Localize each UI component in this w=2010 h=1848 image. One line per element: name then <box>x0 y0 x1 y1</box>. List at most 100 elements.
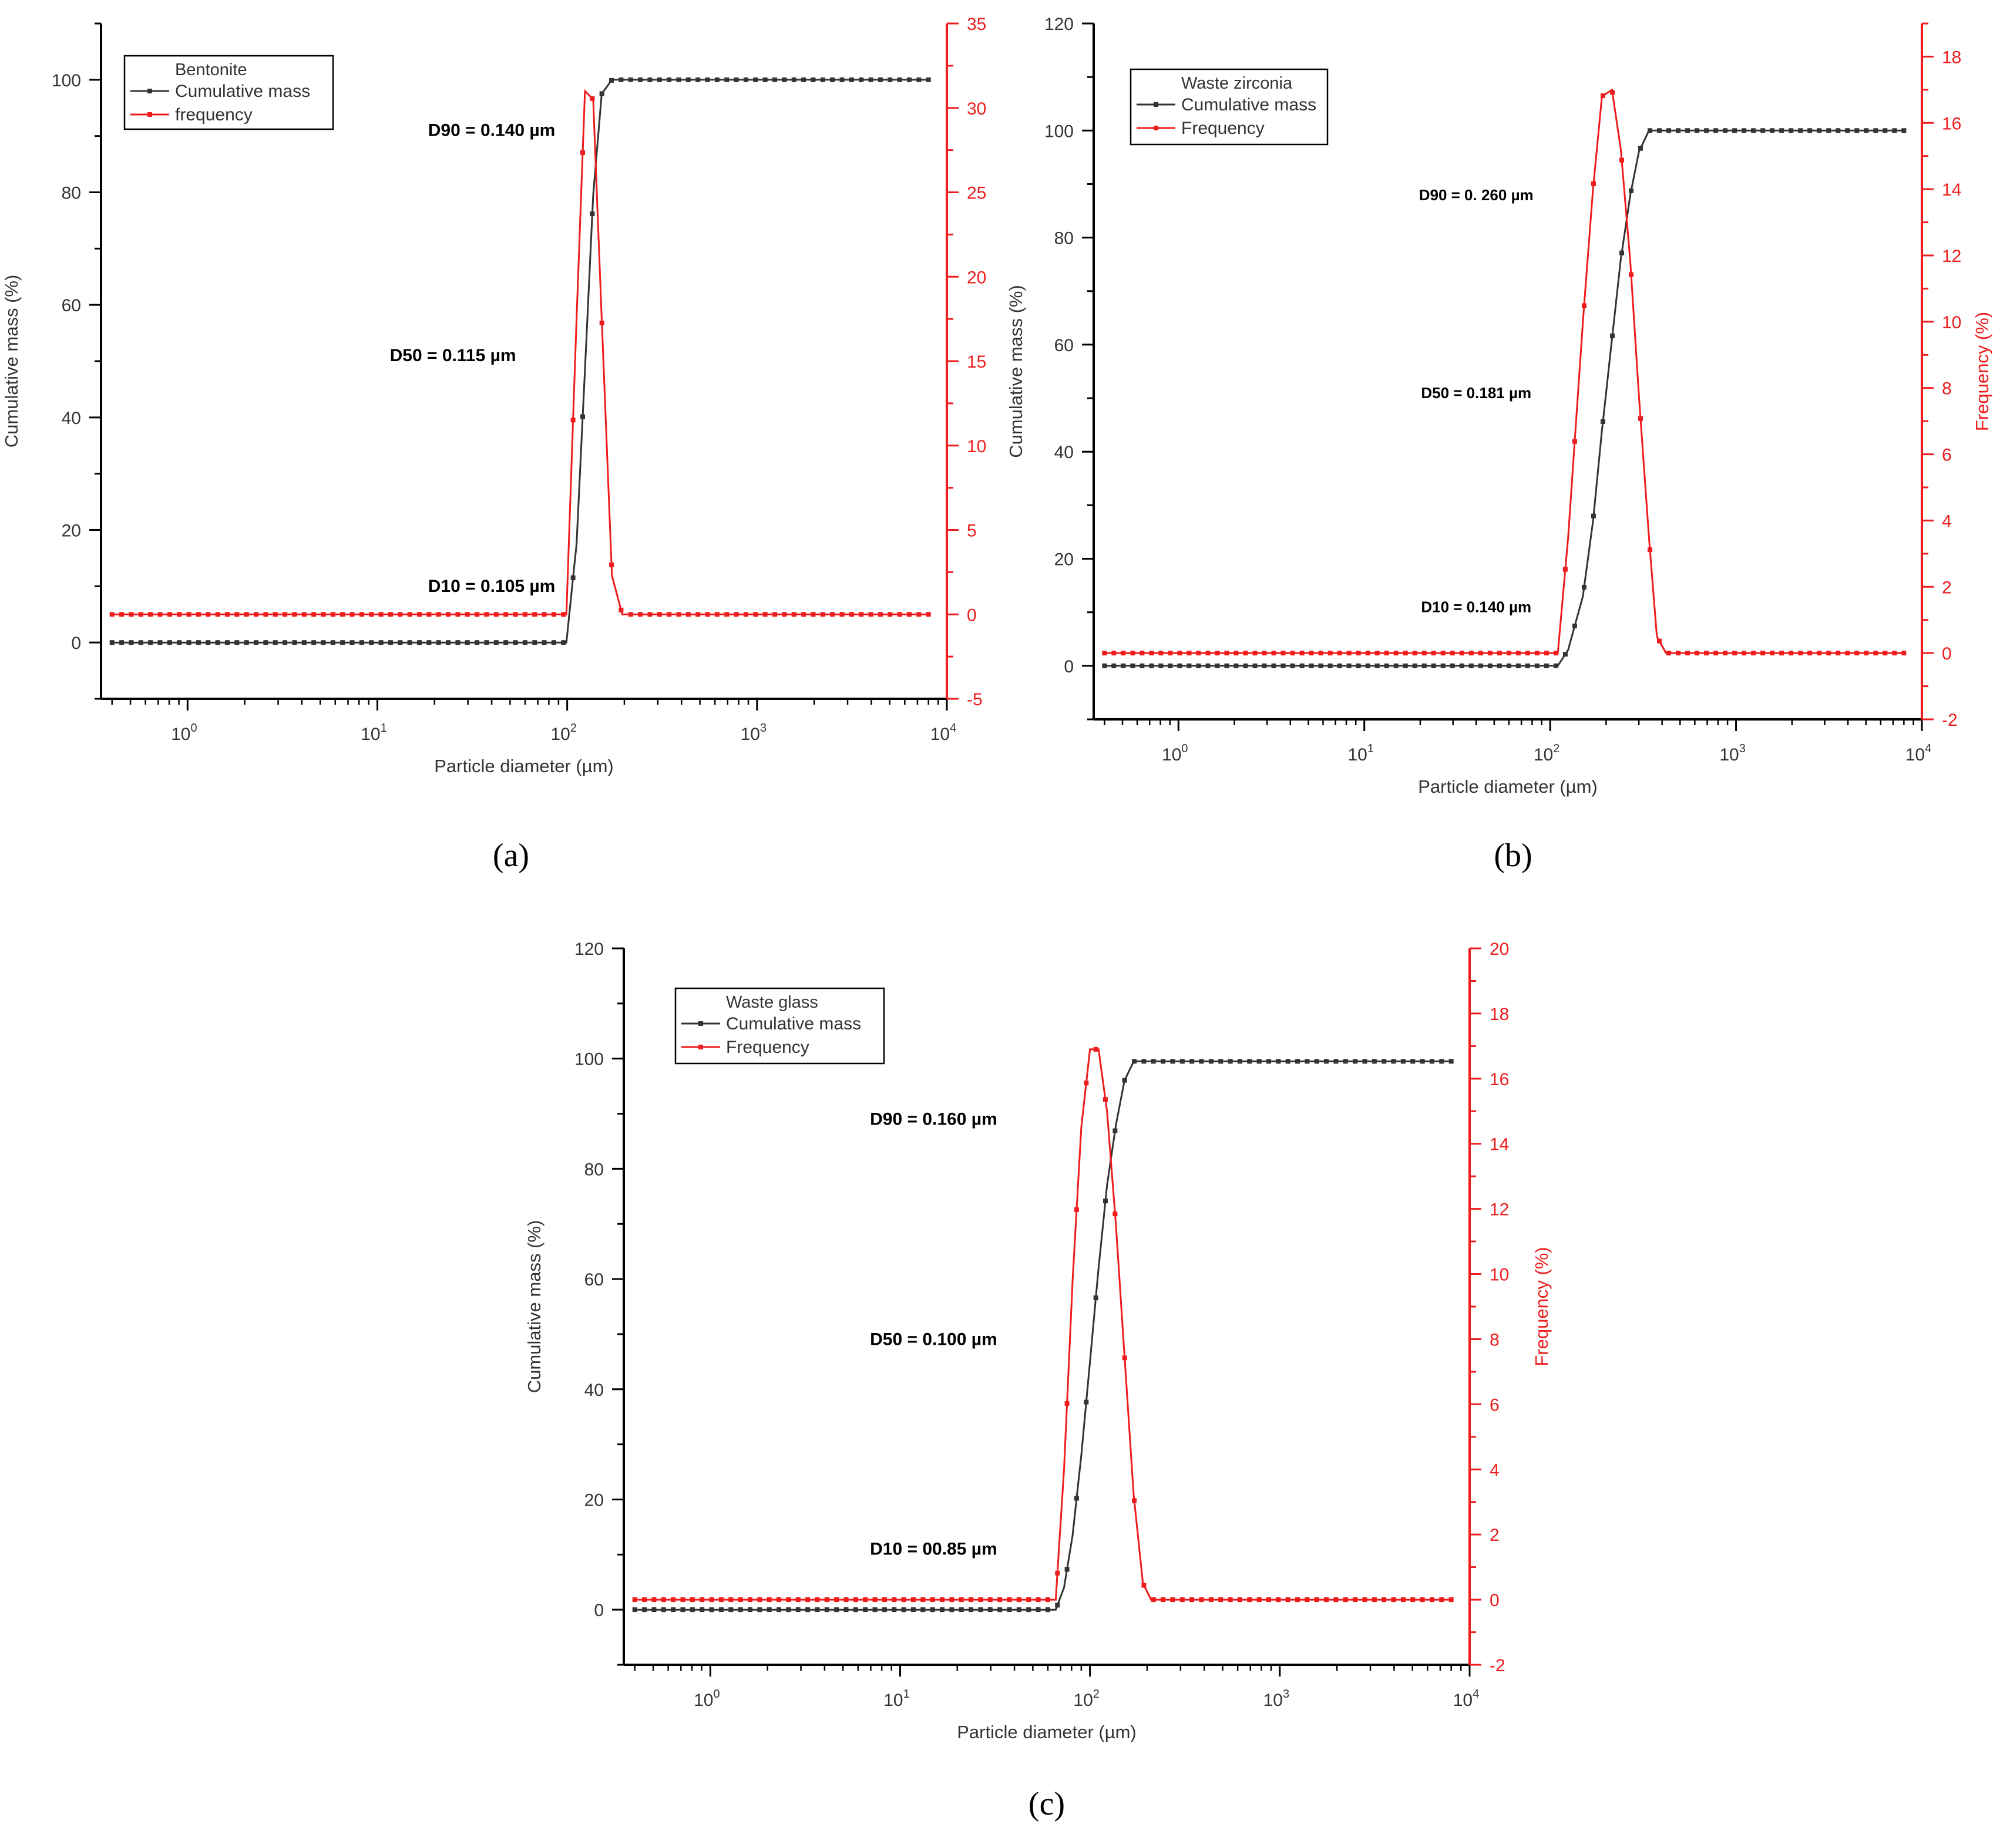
data-point <box>647 77 653 82</box>
data-point <box>1161 1059 1166 1064</box>
data-point <box>1290 651 1295 656</box>
data-point <box>1817 128 1822 133</box>
data-point <box>906 612 912 617</box>
data-point <box>728 1607 734 1613</box>
data-point <box>1353 1597 1358 1603</box>
data-point <box>1497 663 1502 668</box>
series-frequency <box>109 89 931 617</box>
data-point <box>1534 663 1540 668</box>
data-point <box>843 1597 849 1603</box>
legend-box <box>1130 68 1329 146</box>
annotation-label: D10 = 00.85 µm <box>870 1539 997 1558</box>
data-point <box>1459 663 1464 668</box>
data-point <box>1026 1607 1031 1613</box>
data-point <box>1026 1597 1031 1603</box>
data-point <box>1431 663 1436 668</box>
data-point <box>532 612 537 617</box>
annotation-label: D50 = 0.181 µm <box>1421 384 1531 402</box>
data-point <box>1431 651 1436 656</box>
y2-axis-label: Frequency (%) <box>1972 312 1992 431</box>
y-tick-label: 100 <box>574 1050 604 1069</box>
data-point <box>224 612 230 617</box>
y2-tick-label: 12 <box>1942 247 1961 266</box>
x-tick-label: 103 <box>741 722 767 744</box>
data-point <box>1403 651 1408 656</box>
figure-caption: (c) <box>1028 1786 1065 1822</box>
data-point <box>868 612 873 617</box>
y2-tick-label: 12 <box>1490 1200 1509 1220</box>
data-point <box>661 1597 666 1603</box>
data-point <box>930 1597 935 1603</box>
data-point <box>1280 651 1286 656</box>
data-point <box>1525 651 1530 656</box>
data-point <box>1421 663 1427 668</box>
data-point <box>969 1597 974 1603</box>
data-point <box>129 640 134 645</box>
y-tick-label: 40 <box>1054 443 1074 462</box>
data-point <box>138 640 143 645</box>
data-point <box>1572 439 1577 444</box>
x-tick-label: 104 <box>930 722 957 744</box>
annotation-label: D90 = 0. 260 µm <box>1419 186 1534 204</box>
data-point <box>910 1607 916 1613</box>
y2-tick-label: 14 <box>1942 180 1961 200</box>
data-point <box>676 77 681 82</box>
legend: Bentonite Cumulative mass frequency <box>123 55 334 130</box>
x-axis-label: Particle diameter (µm) <box>957 1722 1137 1742</box>
data-point <box>1327 663 1333 668</box>
data-point <box>1374 651 1380 656</box>
data-point <box>311 640 317 645</box>
data-point <box>1305 1597 1310 1603</box>
y2-tick-label: 16 <box>1490 1070 1509 1089</box>
data-point <box>1158 651 1164 656</box>
data-point <box>1892 651 1897 656</box>
data-point <box>849 77 854 82</box>
data-point <box>1346 651 1352 656</box>
data-point <box>791 77 796 82</box>
data-point <box>849 612 854 617</box>
data-point <box>700 1607 705 1613</box>
y2-tick-label: 18 <box>1490 1005 1509 1024</box>
data-point <box>1208 1059 1214 1064</box>
data-point <box>1393 663 1399 668</box>
data-point <box>196 612 201 617</box>
data-point <box>1901 651 1907 656</box>
legend-swatch-marker <box>1154 126 1158 130</box>
legend-swatch-marker <box>698 1045 703 1049</box>
data-point <box>263 612 268 617</box>
legend-title: Waste zirconia <box>1181 74 1293 93</box>
data-point <box>1093 1046 1098 1052</box>
data-point <box>1468 663 1474 668</box>
data-point <box>330 612 335 617</box>
data-point <box>254 640 259 645</box>
data-point <box>1189 1059 1195 1064</box>
data-point <box>1742 651 1747 656</box>
y-tick-label: 60 <box>584 1270 604 1290</box>
data-point <box>177 640 182 645</box>
data-point <box>1789 128 1794 133</box>
data-point <box>1103 1199 1108 1204</box>
series-frequency <box>1102 88 1907 656</box>
y2-tick-label: 18 <box>1942 48 1961 67</box>
data-point <box>949 1597 954 1603</box>
data-point <box>157 640 163 645</box>
data-point <box>676 612 681 617</box>
data-point <box>859 612 864 617</box>
data-point <box>820 612 825 617</box>
data-point <box>119 612 125 617</box>
series-line <box>112 79 929 644</box>
data-point <box>407 612 412 617</box>
x-axis-label: Particle diameter (µm) <box>434 756 614 776</box>
data-point <box>1515 663 1521 668</box>
data-point <box>1638 416 1643 421</box>
data-point <box>1638 146 1643 151</box>
data-point <box>642 1597 647 1603</box>
data-point <box>1892 128 1897 133</box>
data-point <box>359 612 364 617</box>
data-point <box>1324 1059 1329 1064</box>
data-point <box>734 612 739 617</box>
series-line <box>634 1060 1451 1611</box>
data-point <box>129 612 134 617</box>
data-point <box>1141 1583 1147 1588</box>
data-point <box>1497 651 1502 656</box>
